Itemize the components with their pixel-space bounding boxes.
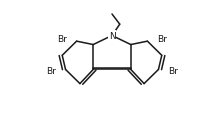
Text: Br: Br (157, 35, 167, 44)
Text: Br: Br (168, 66, 178, 75)
Text: Br: Br (57, 35, 67, 44)
Text: Br: Br (46, 66, 56, 75)
Text: N: N (109, 32, 115, 41)
